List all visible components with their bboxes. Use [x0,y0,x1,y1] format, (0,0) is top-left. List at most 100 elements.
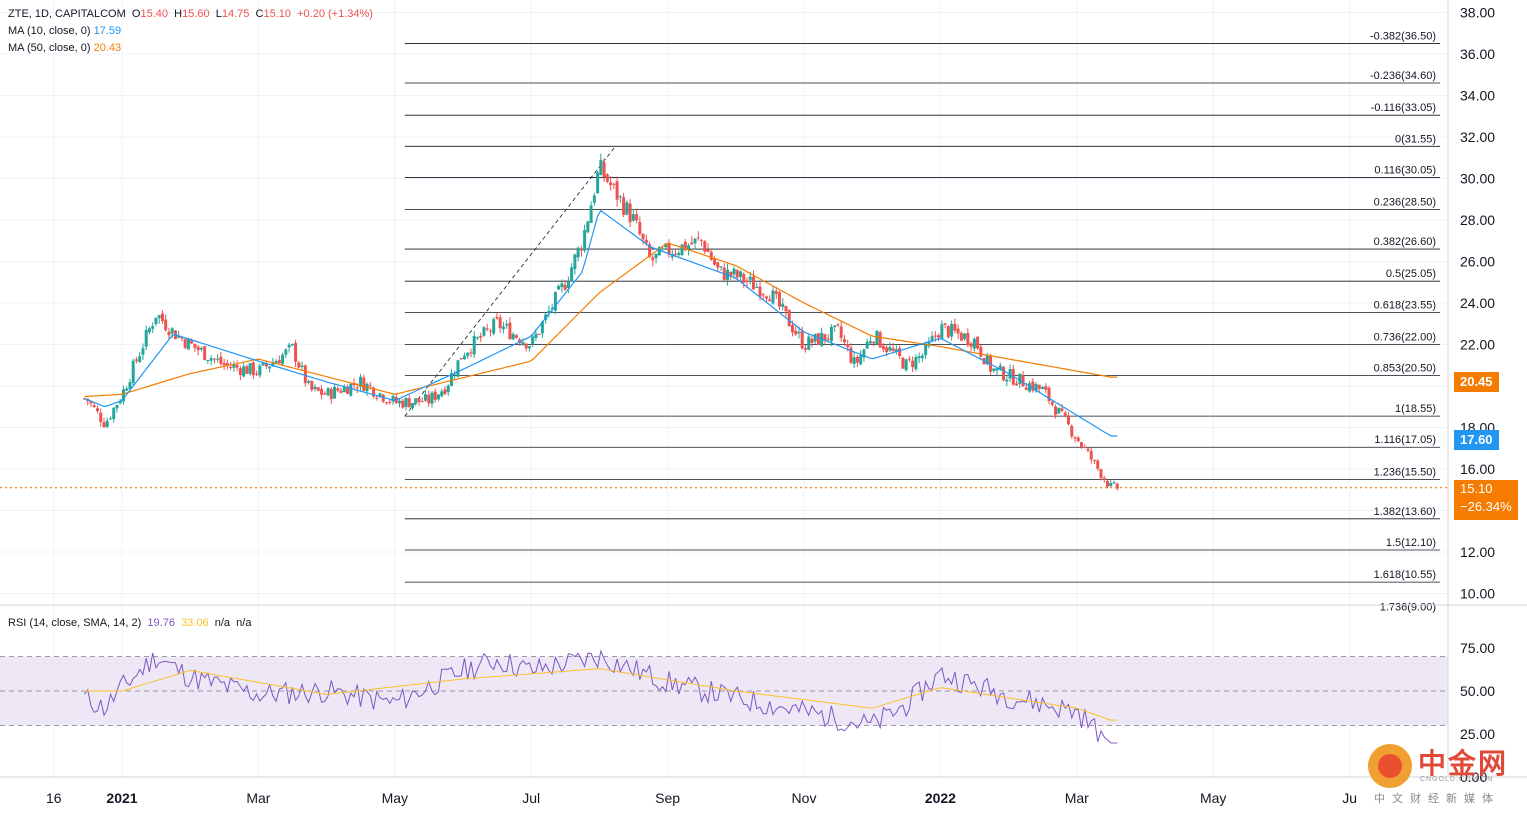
candle-body [534,333,538,339]
candle-body [131,360,135,383]
candle-body [956,328,960,334]
candle-body [118,401,122,404]
candle-body [229,366,233,368]
candle-body [946,326,950,338]
candle-body [326,388,330,396]
candle-body [235,364,239,368]
candle-body [206,360,210,362]
candle-body [203,346,207,360]
ma10-legend[interactable]: MA (10, close, 0) 17.59 [8,25,121,37]
candle-body [1067,415,1071,425]
candle-body [167,331,171,336]
fib-label: 0.853(20.50) [1374,363,1436,375]
candle-body [1092,460,1096,462]
candle-body [888,347,892,351]
candle-body [521,342,525,346]
candle-body [251,362,255,376]
fib-label: 0.116(30.05) [1374,164,1436,176]
candle-body [134,359,138,361]
symbol-legend[interactable]: ZTE, 1D, CAPITALCOM O15.40 H15.60 L14.75… [8,8,373,20]
candle-body [258,365,262,376]
time-tick-label: May [1200,790,1226,806]
time-tick-label: Sep [655,790,680,806]
time-tick-label: Jul [522,790,540,806]
candle-body [839,326,843,338]
candle-body [183,339,187,348]
candle-body [966,333,970,345]
fib-label: 0.736(22.00) [1374,332,1436,344]
candle-body [141,348,145,355]
trend-line[interactable] [404,146,616,417]
candle-body [800,330,804,349]
candle-body [592,195,596,203]
candle-body [950,324,954,337]
rsi-ma-line [84,668,1118,721]
candle-body [979,346,983,357]
candle-body [138,356,142,363]
candle-body [852,357,856,365]
last-price-change: −26.34% [1460,499,1512,514]
candle-body [1060,408,1064,411]
candle-body [164,319,168,331]
candle-body [628,203,632,223]
candle-body [1044,386,1048,390]
candle-body [1018,373,1022,384]
candle-body [144,329,148,347]
candle-body [794,330,798,335]
candle-body [372,387,376,397]
candle-body [729,271,733,277]
price-tick-label: 10.00 [1460,586,1495,602]
candle-body [560,283,564,288]
candle-body [157,315,161,319]
candle-body [573,254,577,270]
fib-label: 1.618(10.55) [1374,569,1436,581]
price-tick-label: 26.00 [1460,253,1495,269]
candle-body [1076,437,1080,442]
candle-body [735,270,739,278]
candle-body [842,339,846,343]
fib-label: -0.236(34.60) [1370,70,1436,82]
candle-body [859,355,863,365]
candle-body [696,237,700,239]
candle-body [755,286,759,288]
candle-body [881,345,885,350]
rsi-tick-label: 25.00 [1460,726,1495,742]
candle-body [485,328,489,330]
candle-body [667,242,671,255]
candle-body [687,245,691,249]
candle-body [472,336,476,355]
candle-body [498,317,502,329]
candle-body [1041,387,1045,390]
candle-body [992,368,996,371]
close-label: C [255,8,264,20]
candle-body [703,241,707,252]
candle-body [940,324,944,340]
candle-body [690,242,694,245]
candle-body [953,323,957,331]
candle-body [440,391,444,397]
candle-body [186,338,190,350]
candle-body [777,292,781,307]
fib-label: 0.618(23.55) [1374,299,1436,311]
fib-label: 1.736(9.00) [1380,601,1436,613]
candle-body [787,309,791,327]
candle-body [407,398,411,408]
candle-body [680,244,684,255]
price-tick-label: 24.00 [1460,295,1495,311]
fib-trend-line [404,146,616,417]
candle-body [414,398,418,404]
candle-body [342,386,346,393]
candle-body [846,344,850,348]
rsi-legend[interactable]: RSI (14, close, SMA, 14, 2) 19.76 33.06 … [8,617,251,629]
candle-body [1080,442,1084,447]
candle-body [287,344,291,348]
candle-body [976,336,980,349]
time-tick-label: May [382,790,408,806]
candle-body [878,332,882,348]
ma50-legend[interactable]: MA (50, close, 0) 20.43 [8,42,121,54]
candle-body [196,346,200,351]
candle-body [751,276,755,290]
fib-label: 1.236(15.50) [1374,466,1436,478]
candle-body [1028,383,1032,392]
